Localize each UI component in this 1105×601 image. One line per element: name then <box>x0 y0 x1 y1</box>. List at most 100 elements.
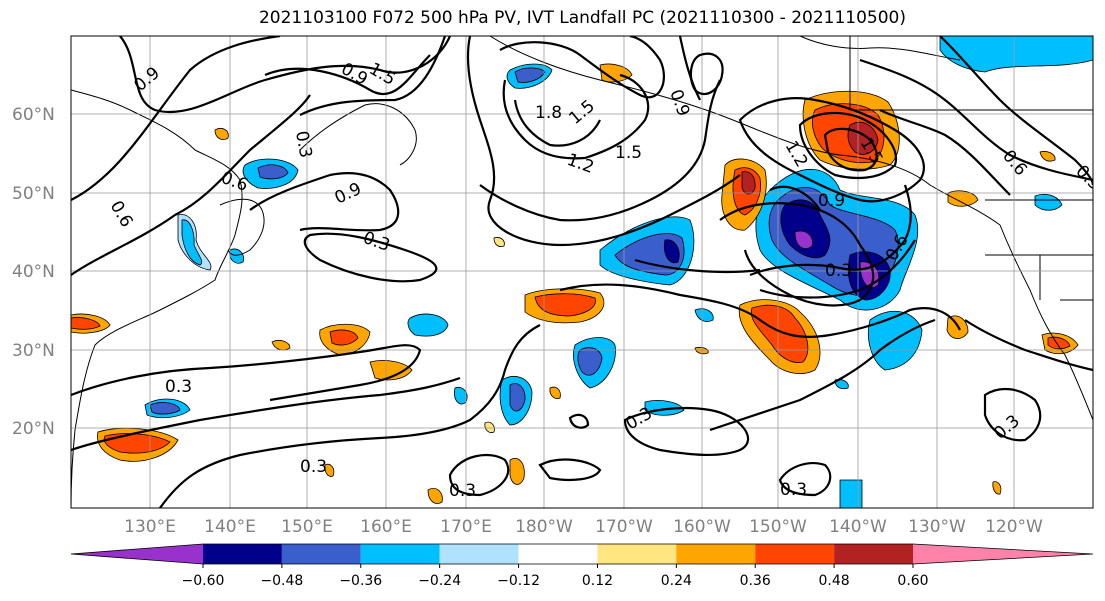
pv-contour <box>538 458 602 481</box>
neg-anomaly-blob <box>229 248 245 264</box>
colorbar-segment <box>518 544 598 564</box>
lon-tick-label: 120°W <box>985 517 1043 537</box>
pv-contour <box>678 36 701 101</box>
lon-tick-label: 170°W <box>595 517 653 537</box>
latitude-axis: 60°N 50°N 40°N 30°N 20°N <box>12 105 55 439</box>
longitude-axis: 130°E 140°E 150°E 160°E 170°E 180°W 170°… <box>124 517 1043 537</box>
pv-contour <box>798 111 898 180</box>
colorbar-tick-label: 0.60 <box>897 573 928 589</box>
pv-contour <box>634 258 761 274</box>
lon-tick-label: 140°W <box>829 517 887 537</box>
map-frame <box>70 35 1094 509</box>
pv-contour <box>859 58 1093 182</box>
colorbar-extend-max <box>913 544 1093 564</box>
pv-contour <box>568 413 590 429</box>
pv-contour <box>71 376 461 452</box>
pv-contour <box>466 36 741 247</box>
pos-anomaly-blob <box>324 463 335 477</box>
pv-contour <box>749 184 912 277</box>
coastline-arctic <box>799 36 961 61</box>
pv-contour <box>299 36 447 116</box>
lon-tick-label: 160°W <box>673 517 731 537</box>
neg-anomaly-blob <box>181 219 203 266</box>
neg-anomaly-blob <box>663 239 680 264</box>
lon-tick-label: 140°E <box>204 517 256 537</box>
neg-anomaly-blob <box>780 199 831 259</box>
neg-anomaly-blob <box>694 308 714 322</box>
contour-label: 0.3 <box>825 261 852 281</box>
lon-tick-label: 180°W <box>515 517 573 537</box>
pos-anomaly-blob <box>271 340 291 351</box>
neg-anomaly-blob <box>407 313 449 337</box>
colorbar-tick-label: −0.36 <box>339 573 382 589</box>
colorbar-segment <box>360 544 440 564</box>
contour-label: 0.3 <box>300 457 327 477</box>
contour-label: 0.3 <box>165 377 192 397</box>
colorbar-tick-label: −0.48 <box>260 573 303 589</box>
pv-contour <box>769 185 821 211</box>
pv-contour <box>71 94 311 276</box>
neg-anomaly-blob <box>839 479 863 508</box>
pos-anomaly-blob <box>427 487 443 504</box>
lat-tick-label: 50°N <box>12 184 55 204</box>
chart-title: 2021103100 F072 500 hPa PV, IVT Landfall… <box>258 8 906 28</box>
neg-anomaly-blob <box>1034 193 1063 211</box>
pv-contour <box>709 318 936 432</box>
colorbar-tick-label: 0.36 <box>740 573 771 589</box>
neg-anomaly-blob <box>514 67 546 83</box>
map-background <box>71 36 1093 508</box>
pv-contour <box>71 344 422 402</box>
pv-contour <box>623 406 750 456</box>
pv-contour <box>759 239 916 299</box>
pos-anomaly-blob <box>1039 151 1056 162</box>
pv-contour <box>719 202 875 307</box>
pv-contour <box>879 109 1011 196</box>
neg-anomaly-blob <box>794 230 813 249</box>
pos-anomaly-blob <box>509 458 525 485</box>
colorbar-segment <box>203 544 282 564</box>
pos-anomaly-blob <box>750 304 809 363</box>
colorbar-tick-label: 0.48 <box>819 573 850 589</box>
lon-tick-label: 130°E <box>124 517 176 537</box>
colorbar-segment <box>755 544 835 564</box>
neg-anomaly-blob <box>834 379 849 390</box>
contour-label: 0.3 <box>291 129 315 159</box>
lon-tick-label: 150°E <box>281 517 333 537</box>
colorbar-extend-min <box>71 544 203 564</box>
coastlines <box>71 36 1093 508</box>
pos-anomaly-blob <box>741 171 756 195</box>
coastline-kamchatka <box>299 103 417 166</box>
pv-contour <box>119 36 452 114</box>
colorbar-segment <box>439 544 519 564</box>
colorbar-tick-label: −0.24 <box>418 573 461 589</box>
pv-contour <box>983 387 1042 442</box>
neg-anomaly-blob <box>509 383 526 412</box>
pos-anomaly-blob <box>1047 336 1071 350</box>
pv-contour <box>939 36 1093 186</box>
colorbar-segment <box>676 544 756 564</box>
colorbar-segment <box>834 544 913 564</box>
neg-anomaly-blob <box>149 402 181 415</box>
coastline-japan <box>219 198 265 256</box>
neg-anomaly-blob <box>577 347 603 376</box>
lat-tick-label: 30°N <box>12 341 55 361</box>
lon-tick-label: 130°W <box>908 517 966 537</box>
pv-contour <box>303 232 438 283</box>
colorbar-tick-label: 0.24 <box>661 573 692 589</box>
pos-anomaly-blob <box>534 293 596 317</box>
pv-contour <box>499 36 665 99</box>
pv-contour <box>264 54 431 96</box>
pv-contour <box>778 462 832 497</box>
pv-contour <box>159 324 541 508</box>
contour-label: 0.3 <box>780 480 807 500</box>
colorbar-tick-label: 0.12 <box>582 573 613 589</box>
colorbar-segment <box>597 544 677 564</box>
pv-contour <box>823 127 878 172</box>
pv-contour <box>689 52 724 96</box>
pos-anomaly-blob <box>214 128 229 140</box>
border-states <box>985 254 1093 301</box>
pos-anomaly-blob <box>947 190 979 207</box>
lat-tick-label: 40°N <box>12 262 55 282</box>
lat-tick-label: 60°N <box>12 105 55 125</box>
